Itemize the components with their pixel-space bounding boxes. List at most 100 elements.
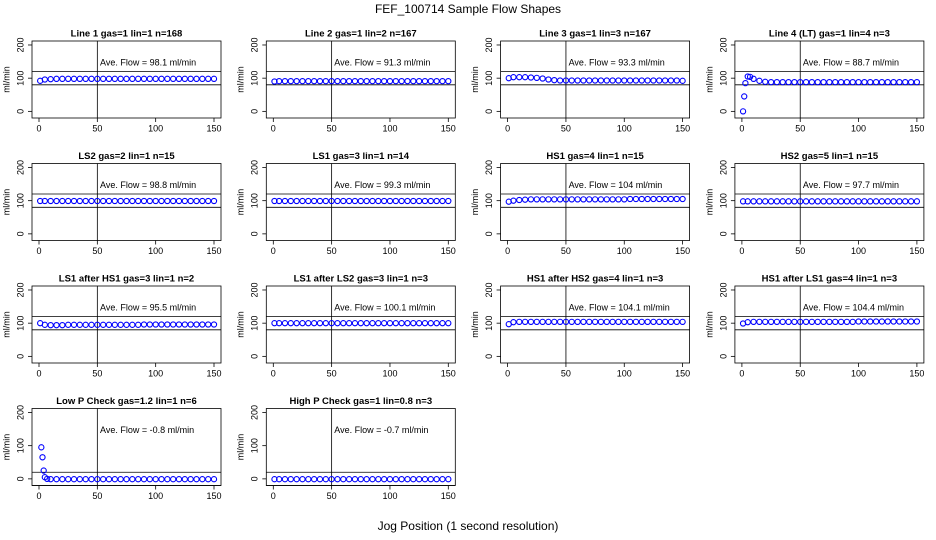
point bbox=[334, 476, 341, 483]
point bbox=[316, 476, 324, 483]
annotation: Ave. Flow = 88.7 ml/min bbox=[803, 57, 899, 67]
x-tick-label: 150 bbox=[441, 246, 456, 256]
x-tick-label: 50 bbox=[327, 491, 337, 501]
x-tick-label: 100 bbox=[851, 368, 866, 378]
point bbox=[129, 476, 136, 483]
point bbox=[357, 197, 364, 205]
point bbox=[392, 320, 399, 327]
point bbox=[837, 198, 845, 205]
point bbox=[351, 197, 359, 205]
y-tick-label: 100 bbox=[250, 71, 260, 86]
x-tick-label: 150 bbox=[909, 123, 924, 133]
point bbox=[896, 318, 903, 325]
point bbox=[398, 320, 405, 327]
point bbox=[890, 198, 897, 205]
point bbox=[767, 318, 775, 325]
point bbox=[123, 75, 130, 82]
point bbox=[574, 77, 581, 84]
x-tick-label: 100 bbox=[148, 491, 163, 501]
point bbox=[656, 77, 663, 84]
x-tick-label: 50 bbox=[327, 123, 337, 133]
point bbox=[521, 196, 529, 203]
point bbox=[328, 78, 335, 85]
point bbox=[433, 78, 440, 85]
point bbox=[375, 320, 382, 327]
point bbox=[632, 77, 640, 84]
point bbox=[135, 197, 142, 205]
point bbox=[855, 79, 862, 86]
point bbox=[386, 320, 394, 327]
point bbox=[791, 198, 798, 205]
point bbox=[427, 320, 434, 327]
point bbox=[650, 318, 657, 325]
point bbox=[117, 75, 124, 82]
point bbox=[152, 197, 159, 205]
point bbox=[439, 197, 446, 205]
point bbox=[170, 75, 177, 82]
point bbox=[626, 77, 634, 84]
point bbox=[661, 77, 669, 84]
point bbox=[357, 476, 364, 483]
panel-title: HS1 gas=4 lin=1 n=15 bbox=[546, 151, 644, 162]
point bbox=[574, 196, 581, 203]
point bbox=[135, 321, 142, 328]
point bbox=[421, 197, 429, 205]
point bbox=[843, 79, 851, 86]
point bbox=[205, 321, 212, 328]
x-tick-label: 50 bbox=[795, 246, 805, 256]
point bbox=[210, 75, 218, 82]
point bbox=[551, 196, 558, 203]
point bbox=[814, 79, 821, 86]
point bbox=[667, 318, 675, 325]
point bbox=[357, 320, 364, 327]
x-tick-label: 150 bbox=[206, 368, 221, 378]
point bbox=[410, 78, 417, 85]
point bbox=[299, 78, 306, 85]
point bbox=[832, 318, 839, 325]
point bbox=[187, 321, 194, 328]
point bbox=[105, 197, 113, 205]
point bbox=[398, 78, 405, 85]
point bbox=[650, 77, 657, 84]
point bbox=[820, 79, 827, 86]
plot-frame bbox=[500, 40, 691, 119]
point bbox=[767, 198, 775, 205]
point bbox=[820, 318, 827, 325]
point bbox=[105, 75, 113, 82]
point bbox=[521, 318, 529, 325]
point bbox=[135, 476, 142, 483]
panel-title: Line 2 gas=1 lin=2 n=167 bbox=[305, 29, 417, 40]
point bbox=[750, 198, 757, 205]
y-tick-label: 100 bbox=[484, 71, 494, 86]
point bbox=[70, 197, 78, 205]
x-tick-label: 150 bbox=[206, 246, 221, 256]
y-axis-label: ml/min bbox=[1, 311, 11, 338]
point bbox=[53, 75, 60, 82]
point bbox=[562, 318, 570, 325]
point bbox=[533, 74, 540, 81]
point bbox=[404, 197, 411, 205]
point bbox=[609, 77, 616, 84]
point bbox=[299, 476, 306, 483]
x-axis-label: Jog Position (1 second resolution) bbox=[378, 519, 559, 533]
point bbox=[773, 79, 781, 86]
point bbox=[808, 198, 816, 205]
point bbox=[392, 78, 399, 85]
point bbox=[275, 197, 283, 205]
point bbox=[404, 320, 411, 327]
plot-frame bbox=[31, 40, 222, 119]
point bbox=[902, 318, 909, 325]
point bbox=[762, 78, 769, 85]
point bbox=[644, 77, 651, 84]
point bbox=[878, 318, 886, 325]
x-tick-label: 100 bbox=[382, 368, 397, 378]
point bbox=[345, 78, 353, 85]
plot-frame bbox=[265, 40, 456, 119]
point bbox=[76, 75, 83, 82]
x-tick-label: 0 bbox=[739, 368, 744, 378]
y-axis-label: ml/min bbox=[470, 189, 480, 216]
plot-frame bbox=[734, 285, 925, 364]
point bbox=[164, 476, 171, 483]
x-tick-label: 0 bbox=[271, 368, 276, 378]
point bbox=[597, 318, 605, 325]
